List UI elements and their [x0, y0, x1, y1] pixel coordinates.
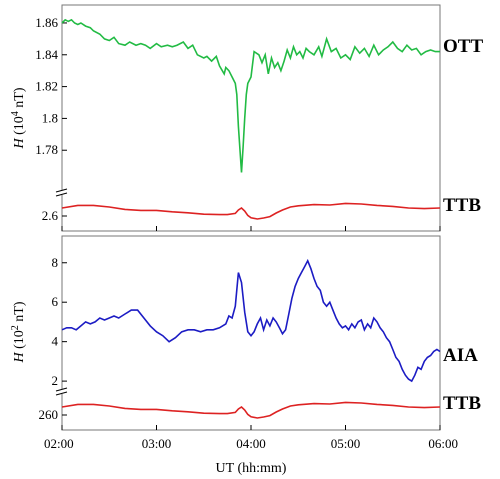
ytick-label: 1.78 [35, 142, 58, 157]
axis-break-marks-top [55, 188, 68, 197]
xtick-label: 02:00 [44, 436, 74, 451]
aia-ytick-group: 8 6 4 2 [52, 255, 67, 388]
ytick-label: 6 [52, 294, 59, 309]
axis-break-marks-bottom [55, 387, 68, 396]
ttb-series-line-top [61, 202, 441, 220]
aia-series-line [61, 258, 441, 383]
axis-break-top [54, 190, 70, 195]
ttb-ytick-group-top: 2.6 [42, 208, 67, 223]
ttb-series-line-bottom [61, 401, 441, 419]
x-tick-group: 02:00 03:00 04:00 05:00 06:00 [44, 226, 458, 451]
station-label-ott: OTT [443, 36, 483, 57]
ott-ytick-group: 1.86 1.84 1.82 1.8 1.78 [35, 15, 67, 157]
ttb-ytick-label: 2.6 [42, 208, 59, 223]
ylabel-bottom: H (102 nT) [10, 301, 27, 363]
ylabel-bottom-var: H [12, 352, 27, 364]
ylabel-top-var: H [12, 138, 27, 150]
station-label-aia: AIA [443, 345, 478, 366]
ylabel-top: H (104 nT) [10, 87, 27, 149]
ylabel-top-pre: (10 [12, 116, 27, 138]
ytick-label: 4 [52, 334, 59, 349]
xtick-label: 05:00 [331, 436, 361, 451]
ott-series-line [61, 18, 440, 173]
xtick-label: 04:00 [236, 436, 266, 451]
ytick-label: 2 [52, 373, 59, 388]
ttb-ytick-group-bottom: 260 [39, 407, 67, 422]
ttb-ytick-label: 260 [39, 407, 59, 422]
ytick-label: 8 [52, 255, 59, 270]
axis-break-bottom [54, 389, 70, 394]
xtick-label: 06:00 [428, 436, 458, 451]
ytick-label: 1.86 [35, 15, 58, 30]
ylabel-bottom-exp: 2 [10, 325, 21, 330]
ytick-label: 1.84 [35, 47, 58, 62]
xlabel: UT (hh:mm) [216, 461, 287, 476]
ylabel-top-post: nT) [12, 87, 27, 111]
ylabel-bottom-pre: (10 [12, 330, 27, 352]
xtick-label: 03:00 [142, 436, 172, 451]
ytick-label: 1.82 [35, 79, 58, 94]
ylabel-top-exp: 4 [10, 111, 21, 116]
panel-top-frame [61, 4, 441, 232]
ylabel-bottom-post: nT) [12, 301, 27, 325]
station-label-ttb-top: TTB [443, 195, 481, 216]
ytick-label: 1.8 [42, 110, 58, 125]
station-label-ttb-bottom: TTB [443, 393, 481, 414]
